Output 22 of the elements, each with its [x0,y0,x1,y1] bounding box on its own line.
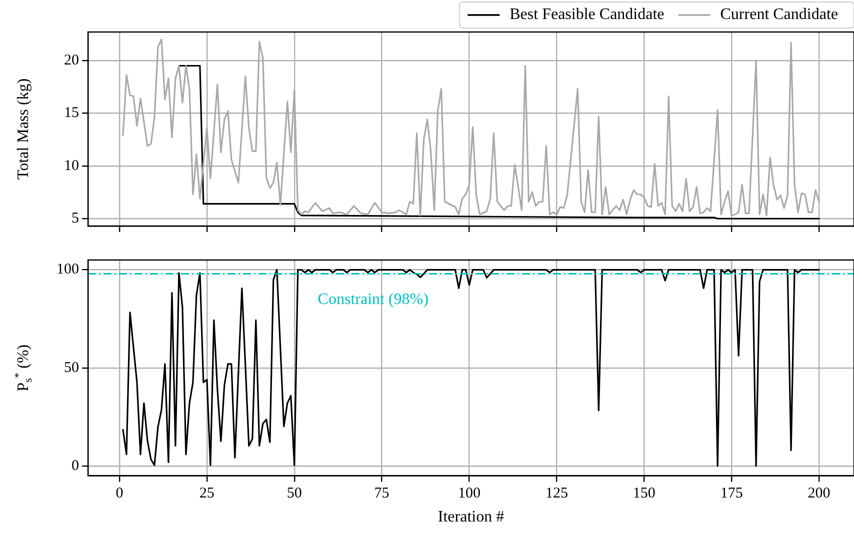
y-tick-label: 20 [64,52,79,68]
y-tick-label: 0 [72,458,79,474]
x-tick-label: 50 [286,486,302,502]
x-tick-label: 100 [458,486,480,502]
legend-label: Current Candidate [720,6,838,24]
x-tick-label: 200 [808,486,830,502]
y-tick-label: 5 [72,210,79,227]
x-tick-label: 175 [720,486,743,502]
x-tick-label: 150 [632,486,656,502]
ref-line-label: Constraint (98%) [318,290,428,308]
y-tick-label: 50 [64,360,79,376]
y-tick-label: 15 [64,105,79,122]
y-tick-label: 10 [64,158,79,174]
y-axis-title: Ps* (%) [13,344,35,392]
x-axis-title: Iteration # [438,508,504,526]
y-tick-label: 100 [56,262,79,278]
y-axis-title: Total Mass (kg) [15,78,32,180]
legend-label: Best Feasible Candidate [510,6,664,24]
x-tick-label: 125 [545,486,568,502]
x-tick-label: 75 [374,486,390,502]
x-tick-label: 0 [116,486,124,502]
x-tick-label: 25 [199,486,214,502]
